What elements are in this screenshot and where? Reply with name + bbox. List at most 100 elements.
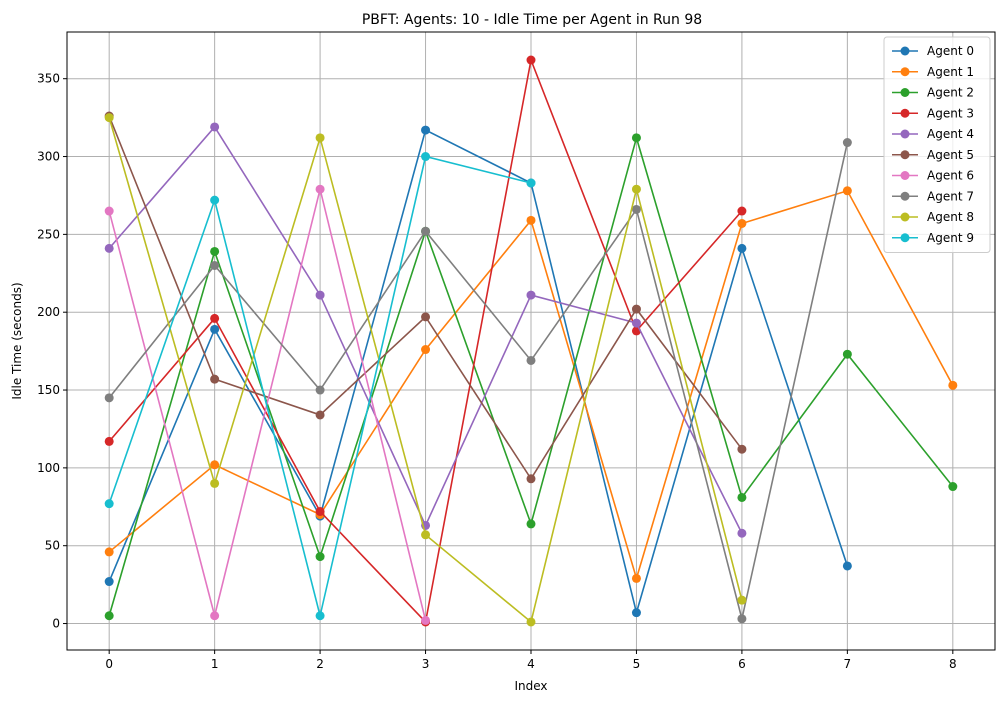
x-tick-label: 0 [105, 657, 113, 671]
x-tick-label: 2 [316, 657, 324, 671]
data-point [631, 318, 641, 328]
data-point [631, 204, 641, 214]
data-point [210, 478, 220, 488]
data-point [526, 290, 536, 300]
data-point [421, 312, 431, 322]
x-axis-label: Index [514, 679, 547, 693]
legend-label: Agent 1 [927, 65, 974, 79]
data-point [210, 611, 220, 621]
legend-label: Agent 3 [927, 106, 974, 120]
data-point [526, 55, 536, 65]
data-point [104, 393, 114, 403]
legend-item: Agent 3 [892, 106, 974, 120]
data-point [737, 528, 747, 538]
legend-marker [900, 191, 910, 201]
x-tick-label: 4 [527, 657, 535, 671]
y-tick-label: 300 [37, 150, 60, 164]
data-point [737, 243, 747, 253]
legend-item: Agent 2 [892, 86, 974, 100]
data-point [104, 499, 114, 509]
data-point [315, 552, 325, 562]
y-tick-label: 100 [37, 461, 60, 475]
data-point [421, 530, 431, 540]
data-point [210, 246, 220, 256]
y-axis-label: Idle Time (seconds) [10, 282, 24, 399]
data-point [210, 460, 220, 470]
legend-item: Agent 7 [892, 189, 974, 203]
data-point [315, 385, 325, 395]
y-axis-ticks: 0 50 100 150 200 250 300 350 [37, 72, 67, 631]
legend-label: Agent 4 [927, 127, 974, 141]
legend-marker [900, 108, 910, 118]
legend-label: Agent 9 [927, 231, 974, 245]
data-point [842, 349, 852, 359]
legend-box [883, 36, 991, 253]
data-point [631, 133, 641, 143]
data-point [210, 313, 220, 323]
data-point [631, 573, 641, 583]
data-point [421, 226, 431, 236]
legend-item: Agent 0 [892, 44, 974, 58]
legend-item: Agent 5 [892, 148, 974, 162]
legend-marker [900, 67, 910, 77]
legend-item: Agent 1 [892, 65, 974, 79]
data-point [631, 608, 641, 618]
data-point [526, 355, 536, 365]
legend-marker [900, 171, 910, 180]
legend-label: Agent 0 [927, 44, 974, 58]
legend-label: Agent 8 [927, 210, 974, 224]
data-point [104, 243, 114, 253]
legend-label: Agent 2 [927, 86, 974, 100]
data-point [631, 304, 641, 314]
data-point [104, 113, 114, 123]
y-tick-label: 200 [37, 305, 60, 319]
x-tick-label: 6 [738, 657, 746, 671]
data-point [737, 595, 747, 605]
data-point [104, 611, 114, 621]
series-agent-2 [104, 133, 958, 621]
data-point [526, 474, 536, 484]
legend-marker [900, 212, 910, 222]
data-point [315, 506, 325, 516]
data-point [842, 186, 852, 196]
data-point [421, 615, 431, 625]
data-point [315, 611, 325, 621]
x-tick-label: 5 [633, 657, 641, 671]
data-point [104, 206, 114, 216]
legend-marker [900, 233, 910, 243]
data-point [631, 184, 641, 194]
series-agent-9 [104, 152, 536, 621]
data-point [421, 345, 431, 355]
data-point [737, 492, 747, 502]
series-line [108, 189, 427, 621]
data-point [737, 206, 747, 216]
data-point [526, 178, 536, 188]
legend-marker [900, 129, 910, 139]
series-layer [104, 55, 958, 627]
legend-item: Agent 8 [892, 210, 974, 224]
x-tick-label: 3 [422, 657, 430, 671]
legend-item: Agent 9 [892, 231, 974, 245]
data-point [737, 614, 747, 624]
legend-label: Agent 7 [927, 189, 974, 203]
data-point [948, 380, 958, 390]
data-point [842, 561, 852, 571]
y-tick-label: 250 [37, 227, 60, 241]
data-point [104, 436, 114, 446]
data-point [210, 195, 220, 205]
data-point [315, 133, 325, 143]
x-tick-label: 1 [211, 657, 219, 671]
series-agent-5 [104, 111, 747, 484]
series-line [108, 142, 849, 620]
x-tick-label: 8 [949, 657, 957, 671]
data-point [421, 152, 431, 162]
data-point [315, 410, 325, 420]
data-point [842, 138, 852, 148]
legend-marker [900, 150, 910, 160]
data-point [104, 547, 114, 557]
data-point [737, 444, 747, 454]
data-point [948, 482, 958, 492]
series-agent-1 [104, 186, 958, 583]
y-tick-label: 350 [37, 72, 60, 86]
